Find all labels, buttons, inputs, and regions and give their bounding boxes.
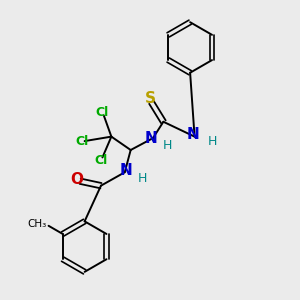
Text: Cl: Cl (94, 154, 108, 167)
Text: N: N (145, 130, 158, 146)
Text: O: O (71, 172, 84, 187)
Text: Cl: Cl (96, 106, 109, 119)
Text: H: H (138, 172, 147, 185)
Text: S: S (145, 92, 155, 106)
Text: CH₃: CH₃ (28, 219, 47, 229)
Text: H: H (208, 135, 217, 148)
Text: H: H (163, 139, 172, 152)
Text: N: N (120, 163, 133, 178)
Text: Cl: Cl (75, 135, 88, 148)
Text: N: N (187, 127, 200, 142)
